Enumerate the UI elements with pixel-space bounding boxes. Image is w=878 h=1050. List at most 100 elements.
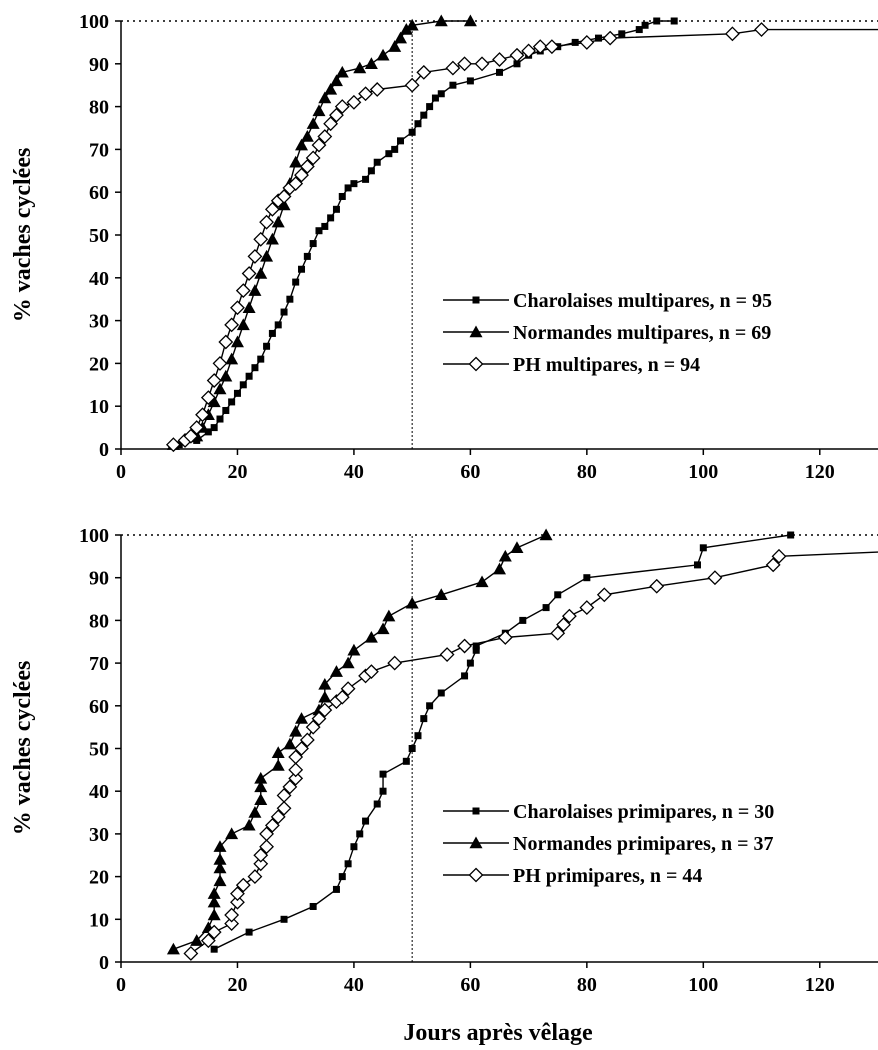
data-point <box>476 575 489 587</box>
data-point <box>295 712 308 724</box>
data-point <box>339 873 346 880</box>
data-point <box>225 318 238 331</box>
data-point <box>583 574 590 581</box>
legend-marker <box>473 808 480 815</box>
data-point <box>292 279 299 286</box>
data-point <box>467 77 474 84</box>
y-tick-label: 60 <box>89 696 109 718</box>
data-point <box>391 146 398 153</box>
data-point <box>403 758 410 765</box>
data-point <box>219 370 232 382</box>
x-tick-label: 60 <box>460 974 480 996</box>
data-point <box>237 318 250 330</box>
y-tick-label: 50 <box>89 225 109 247</box>
y-tick-label: 100 <box>79 525 109 547</box>
legend-marker <box>470 358 483 371</box>
data-point <box>283 738 296 750</box>
data-point <box>409 745 416 752</box>
x-tick-label: 40 <box>344 461 364 483</box>
y-tick-label: 90 <box>89 54 109 76</box>
data-point <box>726 27 739 40</box>
y-tick-label: 60 <box>89 182 109 204</box>
data-point <box>243 301 256 313</box>
data-point <box>345 860 352 867</box>
series-2 <box>184 550 878 960</box>
data-point <box>342 657 355 669</box>
data-point <box>275 321 282 328</box>
x-tick-label: 40 <box>344 974 364 996</box>
data-point <box>496 69 503 76</box>
data-point <box>318 691 331 703</box>
y-tick-label: 0 <box>99 439 109 461</box>
panel-primipares: 0 10 20 30 40 50 60 70 80 90 100 0 20 40 60 80 100 120 % v… <box>10 525 878 996</box>
y-tick-label: 0 <box>99 952 109 974</box>
data-point <box>248 284 261 296</box>
data-point <box>237 284 250 297</box>
data-point <box>219 336 232 349</box>
data-point <box>510 541 523 553</box>
data-point <box>377 49 390 61</box>
data-point <box>388 657 401 670</box>
data-point <box>618 30 625 37</box>
series-line <box>173 30 878 445</box>
data-point <box>266 233 279 245</box>
y-axis-title: % vaches cyclées <box>10 148 36 323</box>
x-tick-label: 60 <box>460 461 480 483</box>
data-point <box>260 250 273 262</box>
y-tick-label: 50 <box>89 739 109 761</box>
data-point <box>310 903 317 910</box>
legend-label: Charolaises multipares, n = 95 <box>513 290 772 312</box>
y-tick-label: 10 <box>89 909 109 931</box>
data-point <box>321 223 328 230</box>
data-point <box>248 250 261 263</box>
data-point <box>414 732 421 739</box>
data-point <box>350 180 357 187</box>
data-point <box>499 550 512 562</box>
data-point <box>184 947 197 960</box>
data-point <box>554 591 561 598</box>
data-point <box>225 353 238 365</box>
data-point <box>263 343 270 350</box>
data-point <box>420 715 427 722</box>
data-point <box>580 36 593 49</box>
data-point <box>499 631 512 644</box>
data-point <box>397 137 404 144</box>
data-point <box>327 214 334 221</box>
data-point <box>362 176 369 183</box>
data-point <box>333 886 340 893</box>
data-point <box>333 206 340 213</box>
data-point <box>350 843 357 850</box>
data-point <box>353 62 366 74</box>
data-point <box>339 193 346 200</box>
y-tick-label: 70 <box>89 653 109 675</box>
y-tick-label: 90 <box>89 568 109 590</box>
data-point <box>426 103 433 110</box>
legend-label: PH primipares, n = 44 <box>513 865 702 887</box>
data-point <box>374 159 381 166</box>
data-point <box>246 929 253 936</box>
data-point <box>222 407 229 414</box>
y-tick-label: 10 <box>89 396 109 418</box>
data-point <box>671 18 678 25</box>
data-point <box>458 640 471 653</box>
data-point <box>228 398 235 405</box>
x-tick-label: 0 <box>116 974 126 996</box>
data-point <box>243 819 256 831</box>
data-point <box>362 818 369 825</box>
y-axis-title: % vaches cyclées <box>10 661 36 836</box>
data-point <box>213 853 226 865</box>
data-point <box>347 644 360 656</box>
data-point <box>225 909 238 922</box>
series-line <box>173 535 546 949</box>
data-point <box>755 23 768 36</box>
x-tick-label: 80 <box>577 461 597 483</box>
data-point <box>708 571 721 584</box>
data-point <box>580 601 593 614</box>
legend-marker <box>473 297 480 304</box>
data-point <box>310 240 317 247</box>
data-point <box>272 216 285 228</box>
data-point <box>642 22 649 29</box>
data-point <box>216 416 223 423</box>
data-point <box>213 874 226 886</box>
